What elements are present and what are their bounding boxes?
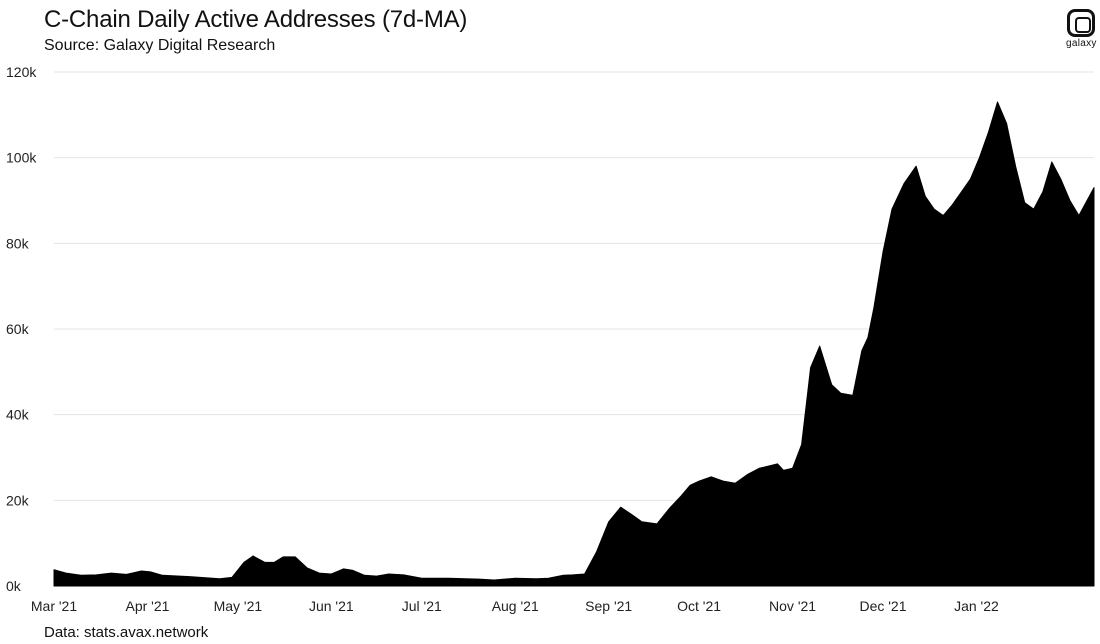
x-tick-label: Jul '21: [402, 598, 442, 614]
y-tick-label: 40k: [6, 407, 30, 423]
x-tick-label: Mar '21: [31, 598, 77, 614]
x-axis-ticks: Mar '21 Apr '21 May '21 Jun '21 Jul '21 Aug '…: [31, 598, 999, 614]
chart-subtitle: Source: Galaxy Digital Research: [44, 37, 276, 54]
x-tick-label: Oct '21: [677, 598, 721, 614]
x-tick-label: Sep '21: [585, 598, 632, 614]
y-axis-ticks: 0k 20k 40k 60k 80k 100k 120k: [6, 64, 37, 594]
y-tick-label: 0k: [6, 578, 22, 594]
galaxy-logo: galaxy: [1058, 6, 1100, 54]
data-source-note: Data: stats.avax.network: [44, 624, 209, 641]
x-tick-label: Apr '21: [125, 598, 169, 614]
y-tick-label: 80k: [6, 235, 30, 251]
x-tick-label: Jan '22: [954, 598, 999, 614]
x-tick-label: Jun '21: [309, 598, 354, 614]
series-area: [53, 101, 1095, 587]
x-tick-label: Nov '21: [769, 598, 816, 614]
y-tick-label: 20k: [6, 492, 30, 508]
x-tick-label: Dec '21: [859, 598, 906, 614]
y-tick-label: 120k: [6, 64, 37, 80]
x-tick-label: Aug '21: [492, 598, 539, 614]
chart-title: C-Chain Daily Active Addresses (7d-MA): [44, 6, 468, 33]
area-series-path: [53, 101, 1095, 587]
logo-text: galaxy: [1066, 38, 1097, 49]
y-tick-label: 60k: [6, 321, 30, 337]
y-tick-label: 100k: [6, 150, 37, 166]
galaxy-logo-icon: [1067, 9, 1095, 37]
x-tick-label: May '21: [214, 598, 263, 614]
